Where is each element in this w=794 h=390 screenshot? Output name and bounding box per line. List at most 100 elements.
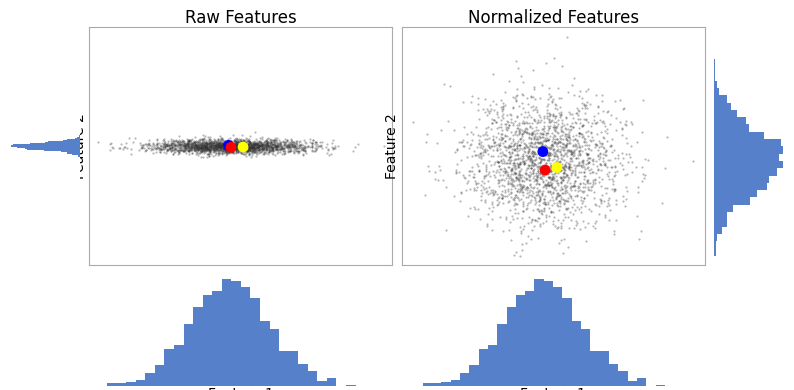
Y-axis label: Feature 2: Feature 2 [73,113,87,179]
Point [210,143,223,149]
Point [553,198,566,204]
Point [208,146,221,152]
Point [239,143,252,149]
Point [194,142,206,148]
Point [557,122,570,128]
Point [518,128,531,134]
Point [512,210,525,216]
Point [580,102,592,108]
Point [233,142,245,148]
Point [589,142,602,148]
Point [450,170,463,176]
Point [293,142,306,148]
Point [596,92,608,99]
Point [616,124,629,131]
Point [505,185,518,191]
Point [491,145,504,151]
Point [203,145,216,152]
Point [188,140,201,146]
Point [244,141,256,147]
Point [208,138,221,145]
Point [539,147,552,153]
Point [246,145,259,151]
Point [518,177,530,184]
Point [530,174,543,181]
Point [471,101,484,107]
Point [230,145,243,151]
Point [555,223,568,229]
Bar [241,287,250,386]
Point [520,126,533,132]
Point [269,143,282,149]
Point [624,119,637,125]
Point [547,122,560,128]
Point [210,145,222,151]
Point [529,176,542,182]
Point [228,142,241,148]
Point [216,136,229,142]
Point [515,100,528,106]
Point [514,159,526,165]
Point [494,146,507,152]
Point [542,201,555,207]
Point [526,157,538,163]
Point [545,181,557,187]
Point [513,128,526,134]
Point [536,140,549,146]
Bar [714,241,716,248]
Point [612,152,625,158]
Point [283,143,295,149]
Point [248,149,260,155]
Point [505,175,518,181]
Point [284,140,297,146]
Point [267,142,279,148]
Point [243,143,256,149]
Point [221,151,233,157]
Point [540,136,553,143]
Point [272,137,285,143]
Point [225,142,238,148]
Point [532,234,545,241]
Point [224,146,237,152]
Point [267,147,279,154]
Point [204,142,217,148]
Point [496,110,509,117]
Point [246,145,259,151]
Point [202,145,215,151]
Bar [714,234,717,241]
Point [496,100,509,106]
Point [561,172,573,178]
Point [201,140,214,146]
Point [248,138,260,145]
Point [571,192,584,199]
Point [252,138,265,144]
Point [185,137,198,143]
Point [504,112,517,118]
Point [210,149,222,156]
Point [482,142,495,148]
Point [483,184,495,190]
Point [181,143,194,149]
Point [186,147,198,153]
Point [225,145,238,151]
Point [253,149,266,155]
Point [237,142,249,148]
Point [162,140,175,147]
Point [594,161,607,168]
Point [542,188,555,194]
Point [229,144,242,150]
Point [282,142,295,148]
Point [586,181,599,187]
Point [581,220,594,226]
Point [191,147,204,153]
Point [539,59,552,66]
Point [196,147,209,154]
Point [237,144,250,150]
Point [213,140,225,146]
Point [596,200,608,206]
Point [174,145,187,151]
Point [256,146,269,152]
Point [516,181,529,188]
Point [192,142,205,149]
Point [198,140,210,146]
